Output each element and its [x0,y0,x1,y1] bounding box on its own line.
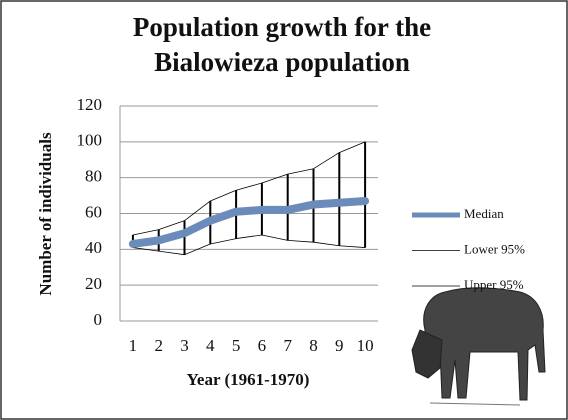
y-tick-label: 60 [85,202,102,221]
y-tick-label: 100 [77,131,103,150]
chart: Population growth for the Bialowieza pop… [0,0,568,420]
legend-label: Lower 95% [464,241,525,256]
x-tick-label: 10 [357,336,374,355]
x-tick-label: 7 [283,336,292,355]
x-axis-label: Year (1961-1970) [187,370,310,389]
legend-label: Upper 95% [464,277,524,292]
x-tick-label: 6 [258,336,267,355]
x-tick-label: 1 [129,336,138,355]
y-tick-label: 0 [94,310,103,329]
x-tick-label: 8 [309,336,318,355]
x-tick-label: 2 [154,336,163,355]
x-tick-label: 4 [206,336,215,355]
x-tick-label: 5 [232,336,241,355]
y-tick-label: 80 [85,167,102,186]
y-tick-label: 20 [85,274,102,293]
x-tick-label: 3 [180,336,189,355]
y-tick-label: 40 [85,238,102,257]
y-axis-label: Number of individuals [36,132,55,296]
legend-label: Median [464,206,504,221]
x-tick-label: 9 [335,336,344,355]
chart-title: Population growth for the [133,12,431,42]
y-tick-label: 120 [77,95,103,114]
chart-title: Bialowieza population [154,47,410,77]
